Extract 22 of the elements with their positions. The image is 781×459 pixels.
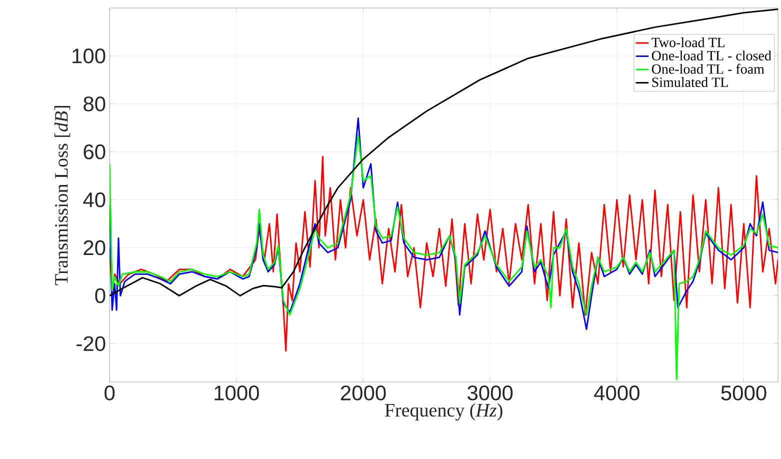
x-tick-label: 1000 [214,386,259,400]
legend-label: Two-load TL [652,37,725,48]
y-tick-label: 20 [84,240,106,256]
line-series [110,134,778,380]
y-tick-label: -20 [76,336,106,352]
x-tick-label: 0 [104,386,115,400]
y-tick-label: 0 [95,288,106,304]
legend-label: Simulated TL [652,77,728,88]
line-series [110,156,778,352]
legend-label: One-load TL - closed [652,50,772,60]
x-tick-label: 4000 [594,386,640,400]
y-tick-label: 100 [72,48,106,64]
line-series [110,118,778,330]
y-tick-label: 40 [83,192,106,208]
x-tick-label: 2000 [340,386,386,400]
legend-label: One-load TL - foam [652,64,764,74]
x-tick-label: 5000 [721,386,766,400]
x-tick-label: 3000 [468,386,513,400]
y-tick-label: 60 [84,144,106,160]
y-axis-title: Transmission Loss [dB] [54,106,70,286]
x-axis-title: Frequency (Hz) [384,403,502,421]
y-tick-label: 80 [84,96,106,112]
